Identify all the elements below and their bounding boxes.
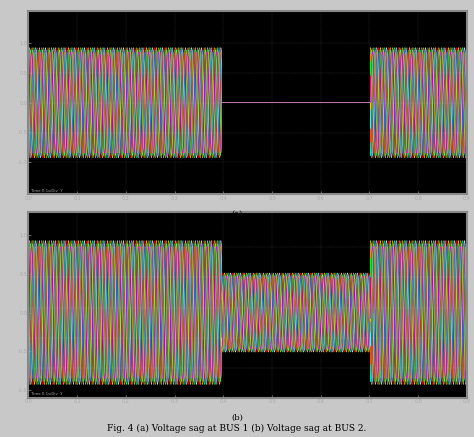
Text: (b): (b) [231, 413, 243, 421]
Text: Time 0.1s/Div  Y: Time 0.1s/Div Y [31, 189, 62, 193]
Text: (a): (a) [231, 210, 243, 218]
Text: Time 0.1s/Div  Y: Time 0.1s/Div Y [31, 392, 62, 396]
Text: Fig. 4 (a) Voltage sag at BUS 1 (b) Voltage sag at BUS 2.: Fig. 4 (a) Voltage sag at BUS 1 (b) Volt… [107, 423, 367, 433]
